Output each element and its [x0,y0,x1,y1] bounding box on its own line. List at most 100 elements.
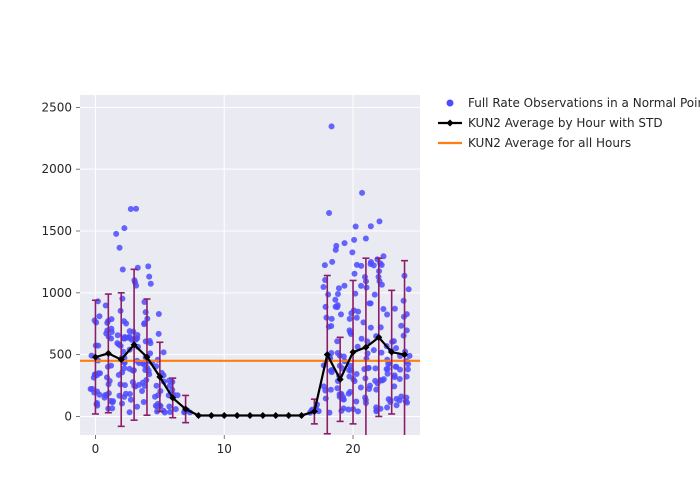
scatter-point [384,404,390,410]
scatter-point [334,338,340,344]
scatter-point [407,353,413,359]
scatter-point [375,380,381,386]
scatter-point [130,329,136,335]
scatter-point [329,316,335,322]
scatter-point [161,349,167,355]
scatter-point [143,338,149,344]
scatter-point [328,387,334,393]
legend-label: KUN2 Average for all Hours [468,136,631,150]
scatter-point [156,331,162,337]
scatter-point [372,365,378,371]
scatter-point [104,320,110,326]
scatter-point [329,123,335,129]
scatter-point [405,366,411,372]
y-tick-label: 2500 [41,100,72,114]
scatter-point [341,283,347,289]
scatter-point [371,262,377,268]
chart-svg: 0102005001000150020002500Full Rate Obser… [0,0,700,500]
scatter-point [336,285,342,291]
scatter-point [368,325,374,331]
scatter-point [397,367,403,373]
y-tick-label: 500 [49,348,72,362]
scatter-point [322,262,328,268]
scatter-point [387,397,393,403]
scatter-point [346,391,352,397]
scatter-point [335,291,341,297]
scatter-point [128,206,134,212]
scatter-point [349,249,355,255]
scatter-point [354,371,360,377]
scatter-point [347,316,353,322]
scatter-point [333,243,339,249]
scatter-point [115,332,121,338]
scatter-point [405,361,411,367]
scatter-point [359,190,365,196]
scatter-point [139,388,145,394]
scatter-point [117,245,123,251]
scatter-point [341,397,347,403]
scatter-point [352,271,358,277]
y-tick-label: 2000 [41,162,72,176]
scatter-point [376,218,382,224]
scatter-point [334,304,340,310]
scatter-point [338,311,344,317]
scatter-point [323,315,329,321]
scatter-point [320,284,326,290]
scatter-point [91,389,97,395]
scatter-point [401,333,407,339]
y-tick-label: 1500 [41,224,72,238]
scatter-point [351,237,357,243]
scatter-point [109,405,115,411]
scatter-point [367,383,373,389]
scatter-point [156,311,162,317]
scatter-point [130,368,136,374]
hourly-mean-marker [447,120,454,127]
scatter-point [148,281,154,287]
scatter-point [354,315,360,321]
scatter-point [368,223,374,229]
scatter-point [134,404,140,410]
scatter-point [326,210,332,216]
scatter-point [329,259,335,265]
scatter-point [108,326,114,332]
scatter-point [166,403,172,409]
y-tick-label: 1000 [41,286,72,300]
scatter-point [363,235,369,241]
scatter-point [121,365,127,371]
scatter-point [401,298,407,304]
scatter-point [380,306,386,312]
scatter-point [146,274,152,280]
scatter-point [379,262,385,268]
scatter-point [154,383,160,389]
scatter-point [355,309,361,315]
scatter-point [398,323,404,329]
scatter-point [372,292,378,298]
scatter-point [127,391,133,397]
legend-marker-scatter [447,100,454,107]
scatter-point [332,297,338,303]
scatter-point [358,283,364,289]
scatter-point [384,311,390,317]
scatter-point [113,231,119,237]
scatter-point [366,300,372,306]
scatter-point [127,409,133,415]
legend: Full Rate Observations in a Normal Point… [438,96,700,150]
scatter-point [406,286,412,292]
scatter-point [353,399,359,405]
scatter-point [120,267,126,273]
scatter-point [392,372,398,378]
scatter-point [325,292,331,298]
scatter-point [346,374,352,380]
x-tick-label: 10 [217,442,232,456]
scatter-point [359,336,365,342]
scatter-point [145,263,151,269]
scatter-point [96,313,102,319]
y-tick-label: 0 [64,409,72,423]
chart-container: 0102005001000150020002500Full Rate Obser… [0,0,700,500]
legend-label: KUN2 Average by Hour with STD [468,116,663,130]
legend-label: Full Rate Observations in a Normal Point [468,96,700,110]
scatter-point [121,225,127,231]
scatter-point [397,397,403,403]
scatter-point [342,240,348,246]
scatter-point [133,206,139,212]
